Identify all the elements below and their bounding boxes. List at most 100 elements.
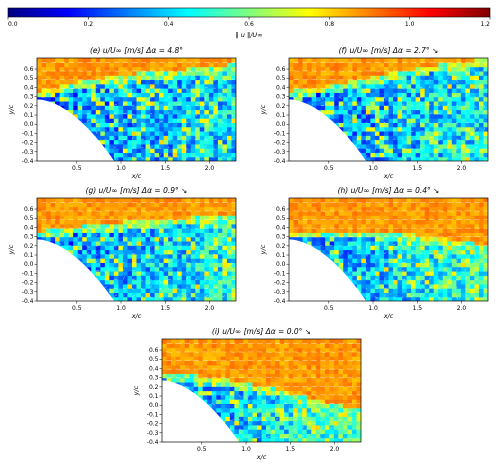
velocity-cell xyxy=(365,58,372,63)
velocity-field xyxy=(289,58,488,161)
velocity-cell xyxy=(136,105,142,111)
velocity-vector xyxy=(438,94,440,97)
velocity-cell xyxy=(181,135,187,141)
velocity-vector xyxy=(159,226,162,229)
velocity-cell xyxy=(55,210,61,216)
velocity-vector xyxy=(465,79,467,81)
velocity-vector xyxy=(222,85,224,89)
velocity-cell xyxy=(356,258,362,263)
velocity-cell xyxy=(213,262,219,268)
velocity-cell xyxy=(100,215,106,221)
velocity-cell xyxy=(222,88,228,93)
velocity-cell xyxy=(213,70,219,76)
velocity-cell xyxy=(320,232,326,238)
velocity-cell xyxy=(383,245,390,251)
velocity-vector xyxy=(167,241,170,246)
velocity-cell xyxy=(186,148,192,154)
velocity-cell xyxy=(127,275,133,281)
velocity-cell xyxy=(186,66,192,72)
velocity-cell xyxy=(136,296,142,301)
velocity-cell xyxy=(442,249,448,255)
velocity-cell xyxy=(347,215,353,221)
velocity-vector xyxy=(402,112,406,115)
velocity-cell xyxy=(190,88,196,93)
velocity-cell xyxy=(113,249,120,255)
velocity-cell xyxy=(438,96,444,102)
velocity-cell xyxy=(163,232,169,238)
velocity-cell xyxy=(429,70,435,76)
velocity-cell xyxy=(109,262,115,268)
velocity-cell xyxy=(64,88,70,93)
velocity-cell xyxy=(438,113,444,119)
velocity-cell xyxy=(307,66,313,72)
velocity-cell xyxy=(113,198,120,203)
velocity-cell xyxy=(429,236,435,242)
velocity-cell xyxy=(91,215,97,221)
velocity-cell xyxy=(365,198,372,203)
velocity-cell xyxy=(104,236,110,242)
velocity-cell xyxy=(406,66,412,72)
velocity-cell xyxy=(424,262,430,268)
velocity-cell xyxy=(393,75,399,81)
velocity-cell xyxy=(127,79,133,85)
velocity-vector xyxy=(149,129,152,132)
velocity-cell xyxy=(231,83,236,89)
velocity-cell xyxy=(460,118,466,123)
velocity-cell xyxy=(109,66,115,72)
x-axis-label: x/c xyxy=(131,172,142,180)
velocity-cell xyxy=(204,70,210,76)
velocity-vector xyxy=(176,119,179,123)
velocity-cell xyxy=(302,92,308,98)
velocity-cell xyxy=(118,292,124,298)
velocity-cell xyxy=(406,253,412,259)
velocity-cell xyxy=(231,96,236,102)
velocity-cell xyxy=(438,249,444,255)
velocity-cell xyxy=(469,83,476,89)
velocity-cell xyxy=(397,202,403,208)
velocity-cell xyxy=(393,156,399,161)
velocity-cell xyxy=(325,215,331,221)
velocity-cell xyxy=(438,210,444,216)
velocity-cell xyxy=(141,258,147,263)
velocity-cell xyxy=(195,245,201,251)
velocity-cell xyxy=(131,223,138,229)
velocity-cell xyxy=(231,66,236,72)
velocity-cell xyxy=(388,109,394,115)
velocity-cell xyxy=(168,135,174,141)
velocity-cell xyxy=(478,66,485,72)
velocity-cell xyxy=(406,113,412,119)
velocity-vector xyxy=(474,96,478,99)
velocity-cell xyxy=(320,58,326,63)
velocity-cell xyxy=(204,240,210,246)
velocity-cell xyxy=(231,223,236,229)
velocity-cell xyxy=(483,109,488,115)
velocity-cell xyxy=(329,92,335,98)
velocity-cell xyxy=(136,62,142,68)
velocity-cell xyxy=(393,258,399,263)
velocity-cell xyxy=(226,270,233,276)
velocity-vector xyxy=(131,225,135,229)
velocity-cell xyxy=(383,118,390,123)
velocity-cell xyxy=(393,66,399,72)
velocity-cell xyxy=(163,198,169,203)
velocity-cell xyxy=(347,219,353,225)
velocity-cell xyxy=(316,198,322,203)
velocity-cell xyxy=(420,215,426,221)
velocity-cell xyxy=(483,62,488,68)
velocity-cell xyxy=(397,62,403,68)
velocity-vector xyxy=(213,253,217,256)
velocity-cell xyxy=(195,113,201,119)
velocity-cell xyxy=(429,266,435,272)
velocity-cell xyxy=(456,156,462,161)
velocity-cell xyxy=(109,283,115,289)
velocity-cell xyxy=(86,83,92,89)
velocity-cell xyxy=(131,210,138,216)
velocity-cell xyxy=(127,198,133,203)
velocity-cell xyxy=(73,232,79,238)
velocity-cell xyxy=(150,135,156,141)
velocity-cell xyxy=(186,240,192,246)
velocity-cell xyxy=(172,228,178,233)
velocity-cell xyxy=(86,70,92,76)
velocity-cell xyxy=(424,236,430,242)
velocity-cell xyxy=(91,100,97,106)
